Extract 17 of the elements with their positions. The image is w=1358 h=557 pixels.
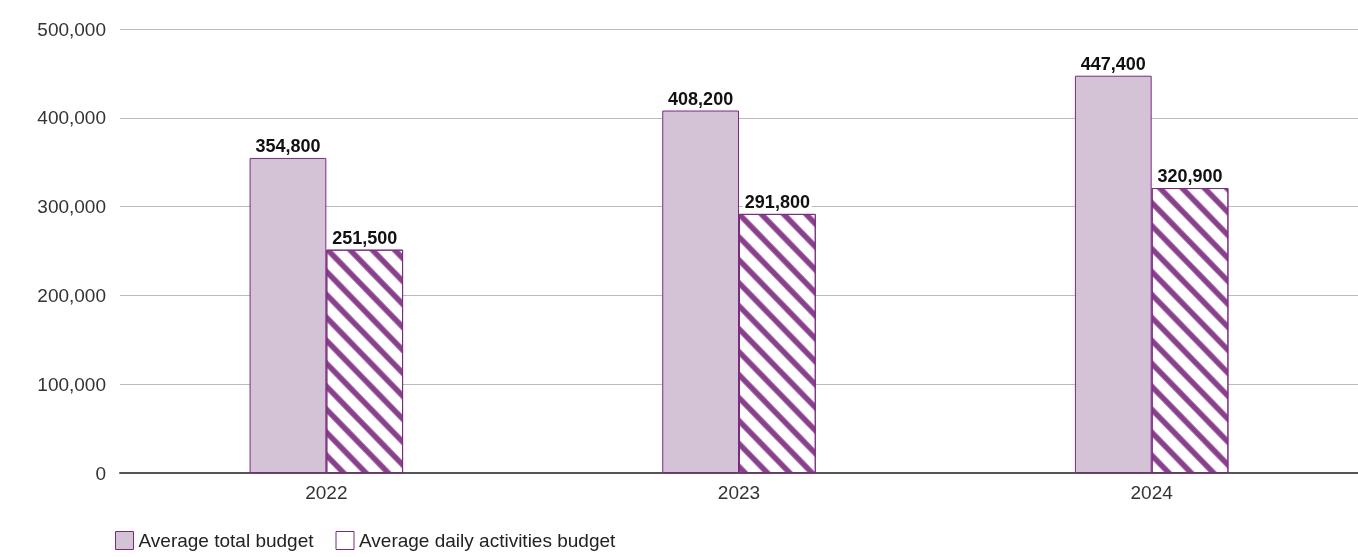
data-label: 354,800 <box>255 135 321 156</box>
legend-label: Average daily activities budget <box>359 530 617 551</box>
y-tick-label: 300,000 <box>37 196 106 218</box>
y-tick-label: 500,000 <box>37 18 106 40</box>
data-label: 251,500 <box>332 227 398 248</box>
x-tick-label: 2024 <box>1130 482 1174 503</box>
data-label: 320,900 <box>1157 166 1223 187</box>
y-tick-label: 0 <box>95 462 106 484</box>
data-label: 408,200 <box>668 88 734 109</box>
y-tick-label: 200,000 <box>37 284 106 306</box>
y-tick-label: 400,000 <box>37 107 106 129</box>
x-tick-label: 2023 <box>717 482 761 503</box>
data-label: 291,800 <box>744 191 810 212</box>
legend-label: Average total budget <box>138 530 315 551</box>
y-tick-label: 100,000 <box>37 373 106 395</box>
data-label: 447,400 <box>1080 53 1146 74</box>
x-tick-label: 2022 <box>305 482 348 503</box>
